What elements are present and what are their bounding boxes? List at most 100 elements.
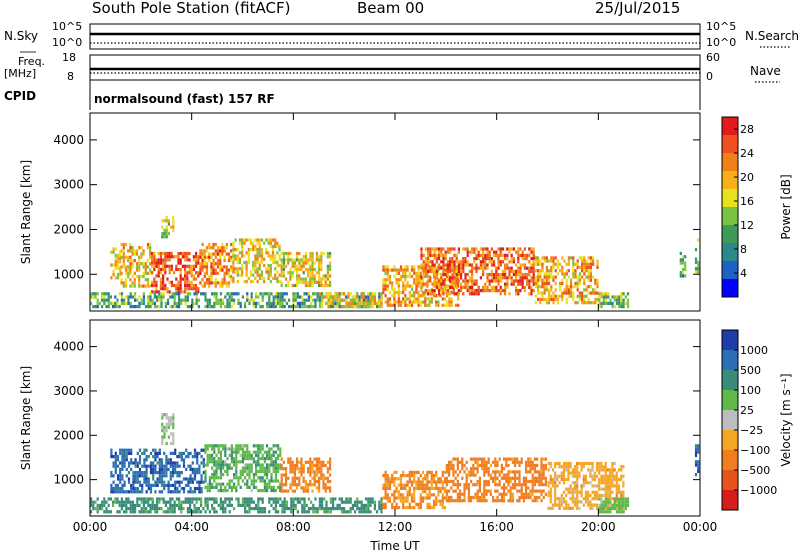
echo-cell — [539, 259, 542, 263]
echo-cell — [490, 285, 493, 289]
echo-cell — [567, 490, 570, 494]
echo-cell — [442, 260, 445, 264]
echo-cell — [421, 284, 425, 288]
echo-cell — [159, 277, 162, 281]
echo-cell — [114, 276, 117, 280]
echo-cell — [146, 284, 150, 288]
echo-cell — [517, 253, 520, 257]
echo-cell — [332, 298, 335, 302]
echo-cell — [413, 278, 416, 282]
echo-cell — [120, 281, 123, 285]
echo-cell — [214, 278, 217, 282]
echo-cell — [131, 503, 134, 507]
echo-cell — [215, 301, 218, 305]
echo-cell — [119, 257, 122, 261]
echo-cell — [388, 477, 392, 481]
echo-cell — [178, 471, 181, 475]
echo-cell — [578, 500, 581, 504]
echo-cell — [334, 295, 337, 299]
echo-cell — [293, 267, 296, 272]
echo-cell — [431, 292, 434, 296]
echo-cell — [172, 435, 175, 439]
echo-cell — [178, 497, 181, 501]
echo-cell — [274, 276, 277, 280]
echo-cell — [420, 247, 423, 251]
echo-cell — [146, 265, 150, 269]
echo-cell — [465, 486, 468, 490]
echo-cell — [598, 493, 601, 498]
echo-cell — [395, 268, 398, 272]
echo-cell — [451, 263, 454, 267]
echo-cell — [219, 469, 222, 473]
echo-cell — [127, 500, 130, 504]
echo-cell — [406, 268, 409, 272]
echo-cell — [213, 510, 216, 514]
echo-cell — [626, 292, 630, 296]
echo-cell — [485, 492, 488, 496]
echo-cell — [167, 222, 170, 226]
echo-cell — [479, 263, 482, 267]
echo-cell — [517, 269, 520, 273]
echo-cell — [587, 265, 590, 270]
echo-cell — [587, 285, 590, 289]
echo-cell — [185, 455, 188, 459]
echo-cell — [227, 268, 231, 272]
echo-cell — [143, 471, 146, 475]
echo-cell — [282, 261, 285, 265]
echo-cell — [233, 507, 236, 511]
echo-cell — [112, 455, 115, 459]
echo-cell — [406, 281, 409, 285]
echo-cell — [162, 287, 165, 291]
echo-cell — [420, 266, 423, 270]
echo-cell — [322, 283, 325, 288]
echo-cell — [347, 305, 350, 309]
echo-cell — [550, 288, 553, 292]
echo-cell — [604, 477, 607, 482]
echo-cell — [258, 260, 261, 264]
echo-cell — [545, 281, 548, 286]
echo-cell — [270, 457, 273, 461]
echo-cell — [596, 297, 599, 302]
echo-cell — [219, 265, 222, 269]
echo-cell — [257, 497, 260, 501]
echo-cell — [470, 457, 473, 461]
echo-cell — [277, 500, 280, 504]
echo-cell — [471, 269, 474, 273]
echo-cell — [519, 269, 522, 273]
echo-cell — [171, 510, 174, 514]
echo-cell — [135, 249, 139, 253]
echo-cell — [219, 485, 222, 489]
echo-cell — [269, 244, 272, 248]
echo-cell — [604, 497, 608, 501]
echo-cell — [238, 260, 242, 264]
echo-cell — [471, 282, 474, 286]
echo-cell — [121, 455, 124, 459]
echo-cell — [158, 461, 161, 465]
echo-cell — [303, 292, 306, 296]
echo-cell — [298, 274, 301, 278]
echo-cell — [173, 503, 176, 507]
echo-cell — [135, 268, 139, 272]
echo-cell — [455, 276, 458, 280]
echo-cell — [598, 461, 601, 466]
echo-cell — [589, 468, 592, 472]
echo-cell — [305, 298, 308, 302]
echo-cell — [517, 260, 520, 264]
echo-cell — [118, 305, 121, 309]
echo-cell — [542, 489, 545, 493]
echo-cell — [281, 298, 284, 302]
echo-cell — [110, 490, 113, 494]
echo-cell — [552, 259, 555, 263]
echo-cell — [609, 503, 612, 507]
echo-cell — [477, 253, 480, 257]
echo-cell — [367, 301, 370, 305]
echo-cell — [593, 471, 596, 475]
echo-cell — [391, 294, 394, 298]
echo-cell — [551, 481, 555, 485]
echo-cell — [681, 274, 685, 278]
echo-cell — [624, 301, 627, 305]
echo-cell — [451, 282, 454, 286]
echo-cell — [131, 500, 134, 504]
echo-cell — [236, 267, 239, 271]
echo-cell — [464, 276, 467, 280]
